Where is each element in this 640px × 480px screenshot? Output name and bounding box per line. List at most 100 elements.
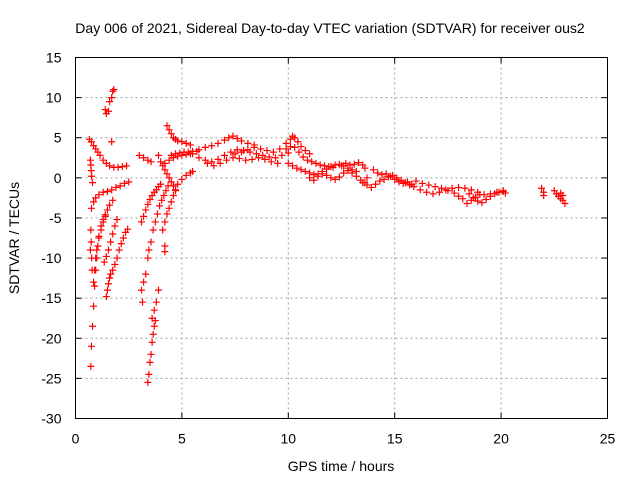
y-tick-label: 0 — [54, 170, 62, 186]
data-point — [137, 286, 145, 294]
data-point — [139, 298, 147, 306]
data-point — [295, 148, 303, 156]
data-point — [99, 188, 107, 196]
data-point — [223, 156, 231, 164]
data-point — [137, 218, 145, 226]
data-point — [435, 188, 443, 196]
data-point — [145, 246, 153, 254]
data-point — [431, 183, 439, 191]
data-point — [265, 153, 273, 161]
series-arc-m — [144, 286, 162, 386]
data-point — [101, 106, 109, 114]
data-point — [297, 166, 305, 174]
data-point — [161, 248, 169, 256]
data-point — [301, 167, 309, 175]
data-point — [87, 238, 95, 246]
data-point — [163, 170, 171, 178]
series-arc-o — [159, 167, 197, 234]
data-point — [147, 238, 155, 246]
series-arc-g — [101, 86, 118, 146]
data-point — [250, 143, 258, 151]
data-point — [106, 201, 114, 209]
series-arc-j — [135, 151, 155, 166]
data-point — [252, 150, 260, 158]
data-point — [418, 179, 426, 187]
data-point — [91, 282, 99, 290]
data-point — [102, 252, 110, 260]
data-point — [269, 148, 277, 156]
data-point — [335, 173, 343, 181]
data-point — [103, 286, 111, 294]
data-point — [220, 136, 228, 144]
y-tick-labels: -30 -25 -20 -15 -10 -5 0 5 10 15 — [41, 50, 61, 427]
data-point — [111, 222, 119, 230]
data-point — [201, 143, 209, 151]
data-point — [210, 162, 218, 170]
series-arc-ab — [369, 166, 416, 188]
data-point — [125, 178, 133, 186]
data-point — [331, 161, 339, 169]
data-point — [474, 197, 482, 205]
data-point — [478, 199, 486, 207]
data-point — [119, 234, 127, 242]
data-point — [109, 266, 117, 274]
data-point — [149, 330, 157, 338]
series-arc-d — [87, 187, 111, 212]
x-tick-label: 20 — [493, 431, 509, 447]
data-point — [486, 192, 494, 200]
data-point — [124, 225, 132, 233]
series-arc-b — [86, 156, 97, 187]
data-point — [172, 150, 180, 158]
data-point — [135, 151, 143, 159]
y-tick-label: -25 — [41, 370, 61, 386]
data-point — [259, 151, 267, 159]
data-point — [323, 165, 331, 173]
data-point — [327, 174, 335, 182]
data-point — [540, 191, 548, 199]
data-point — [331, 175, 339, 183]
data-point — [161, 166, 169, 174]
data-point — [90, 302, 98, 310]
data-point — [291, 143, 299, 151]
data-point — [160, 191, 168, 199]
data-point — [163, 210, 171, 218]
data-point — [301, 147, 309, 155]
data-point — [214, 139, 222, 147]
data-point — [117, 240, 125, 248]
data-point — [367, 183, 375, 191]
series-arc-a — [85, 135, 131, 171]
data-point — [157, 180, 165, 188]
data-point — [361, 164, 369, 172]
data-point — [115, 246, 123, 254]
data-points — [85, 86, 569, 386]
data-point — [233, 135, 241, 143]
series-arc-l — [137, 182, 172, 306]
data-point — [284, 149, 292, 157]
data-point — [104, 246, 112, 254]
data-point — [299, 153, 307, 161]
data-point — [154, 286, 162, 294]
series-arc-u — [203, 154, 282, 170]
data-point — [294, 138, 302, 146]
data-point — [95, 234, 103, 242]
data-point — [184, 148, 192, 156]
data-point — [459, 195, 467, 203]
grid — [75, 57, 608, 419]
data-point — [167, 178, 175, 186]
data-point — [242, 156, 250, 164]
data-point — [248, 155, 256, 163]
data-point — [167, 130, 175, 138]
data-point — [108, 138, 116, 146]
data-point — [244, 139, 252, 147]
x-tick-label: 5 — [178, 431, 186, 447]
data-point — [374, 169, 382, 177]
data-point — [237, 137, 245, 145]
data-point — [297, 143, 305, 151]
data-point — [403, 178, 411, 186]
data-point — [306, 150, 314, 158]
data-point — [323, 171, 331, 179]
data-point — [278, 151, 286, 159]
data-point — [225, 134, 233, 142]
series-arc-s — [189, 132, 258, 158]
data-point — [110, 86, 118, 94]
